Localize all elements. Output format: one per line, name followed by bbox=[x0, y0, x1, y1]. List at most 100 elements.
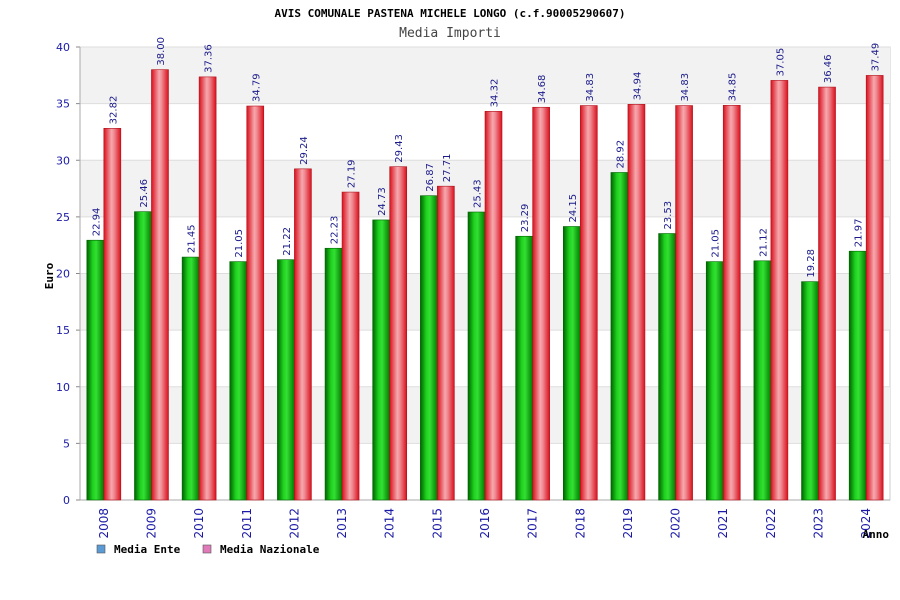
bar-media-nazionale bbox=[627, 104, 646, 501]
x-tick-label: 2022 bbox=[764, 508, 778, 539]
bar-media-ente bbox=[515, 235, 533, 501]
bar-media-ente bbox=[372, 219, 391, 501]
bar-media-ente bbox=[705, 261, 724, 501]
bar-media-nazionale bbox=[294, 168, 312, 501]
data-label: 27.71 bbox=[442, 154, 453, 183]
bar-media-nazionale bbox=[437, 185, 455, 501]
bar-media-nazionale bbox=[198, 76, 217, 501]
legend: Media Ente Media Nazionale bbox=[96, 543, 320, 556]
bar-media-ente bbox=[562, 226, 581, 501]
bar-media-nazionale bbox=[532, 106, 550, 501]
data-label: 34.79 bbox=[251, 73, 262, 102]
x-tick-label: 2018 bbox=[573, 508, 587, 539]
y-tick-label: 0 bbox=[63, 494, 70, 507]
bar-media-ente bbox=[658, 233, 676, 501]
data-label: 37.36 bbox=[204, 44, 215, 73]
bar-media-nazionale bbox=[484, 111, 503, 501]
y-tick-label: 20 bbox=[56, 268, 70, 281]
bar-media-ente bbox=[848, 250, 867, 501]
data-label: 32.82 bbox=[108, 96, 119, 125]
data-label: 34.68 bbox=[537, 75, 548, 104]
x-axis-ticks: 2008 2009 2010 2011 2012 2013 2014 2015 2016 2017… bbox=[97, 508, 873, 539]
x-tick-label: 2012 bbox=[287, 508, 301, 539]
data-label: 21.45 bbox=[187, 224, 198, 253]
bar-media-ente bbox=[86, 239, 105, 501]
bar-media-ente bbox=[467, 211, 486, 501]
bar-media-nazionale bbox=[151, 69, 169, 501]
data-label: 25.46 bbox=[139, 179, 150, 208]
x-tick-label: 2010 bbox=[192, 508, 206, 539]
data-label: 22.94 bbox=[91, 208, 102, 237]
y-tick-label: 15 bbox=[56, 324, 70, 337]
y-tick-label: 30 bbox=[56, 154, 70, 167]
x-tick-label: 2023 bbox=[812, 508, 826, 539]
data-label: 19.28 bbox=[806, 249, 817, 278]
data-label: 23.53 bbox=[663, 201, 674, 230]
bar-media-ente bbox=[134, 211, 152, 501]
x-tick-label: 2016 bbox=[478, 508, 492, 539]
data-label: 21.97 bbox=[854, 219, 865, 248]
bar-media-nazionale bbox=[246, 105, 265, 501]
y-axis-label: Euro bbox=[43, 262, 56, 289]
y-tick-label: 40 bbox=[56, 41, 70, 54]
data-label: 21.12 bbox=[758, 228, 769, 257]
y-tick-label: 35 bbox=[56, 98, 70, 111]
x-tick-label: 2021 bbox=[716, 508, 730, 539]
bar-media-nazionale bbox=[770, 80, 789, 501]
data-label: 24.15 bbox=[568, 194, 579, 223]
x-axis-label: Anno bbox=[863, 528, 890, 541]
bar-media-nazionale bbox=[865, 75, 884, 501]
y-tick-label: 10 bbox=[56, 381, 70, 394]
bar-media-ente bbox=[753, 260, 772, 501]
data-label: 34.83 bbox=[585, 73, 596, 102]
data-label: 26.87 bbox=[425, 163, 436, 192]
data-label: 22.23 bbox=[330, 216, 341, 245]
data-labels: 22.94 32.82 25.46 38.00 21.45 37.36 21.05 34.79… bbox=[91, 37, 881, 278]
data-label: 21.05 bbox=[711, 229, 722, 258]
bar-media-nazionale bbox=[103, 128, 122, 501]
data-label: 25.43 bbox=[473, 179, 484, 208]
data-label: 34.83 bbox=[680, 73, 691, 102]
legend-label: Media Nazionale bbox=[220, 543, 320, 556]
x-tick-label: 2009 bbox=[144, 508, 158, 539]
x-tick-label: 2019 bbox=[621, 508, 635, 539]
legend-label: Media Ente bbox=[114, 543, 181, 556]
legend-swatch bbox=[96, 544, 106, 554]
bar-media-nazionale bbox=[579, 105, 598, 501]
x-tick-label: 2020 bbox=[669, 508, 683, 539]
data-label: 34.85 bbox=[728, 73, 739, 102]
bar-media-nazionale bbox=[818, 86, 836, 501]
bar-media-nazionale bbox=[722, 105, 741, 501]
data-label: 34.94 bbox=[632, 72, 643, 101]
bar-media-nazionale bbox=[389, 166, 408, 501]
x-tick-label: 2011 bbox=[240, 508, 254, 539]
legend-swatch bbox=[202, 544, 212, 554]
bar-media-ente bbox=[610, 172, 629, 501]
chart-subtitle: Media Importi bbox=[399, 26, 501, 41]
y-tick-label: 25 bbox=[56, 211, 70, 224]
x-tick-label: 2008 bbox=[97, 508, 111, 539]
x-tick-label: 2015 bbox=[430, 508, 444, 539]
data-label: 37.49 bbox=[871, 43, 882, 72]
bar-media-ente bbox=[181, 256, 200, 501]
data-label: 24.73 bbox=[377, 187, 388, 216]
data-label: 21.22 bbox=[282, 227, 293, 256]
bar-media-nazionale bbox=[341, 191, 360, 501]
data-label: 21.05 bbox=[234, 229, 245, 258]
data-label: 36.46 bbox=[823, 54, 834, 83]
data-label: 23.29 bbox=[520, 204, 531, 233]
data-label: 27.19 bbox=[347, 159, 358, 188]
data-label: 37.05 bbox=[775, 48, 786, 77]
data-label: 29.24 bbox=[299, 136, 310, 165]
x-tick-label: 2024 bbox=[859, 508, 873, 539]
x-tick-label: 2013 bbox=[335, 508, 349, 539]
x-tick-label: 2017 bbox=[526, 508, 540, 539]
bars bbox=[86, 69, 884, 501]
bar-media-ente bbox=[277, 259, 295, 501]
data-label: 34.32 bbox=[490, 79, 501, 108]
chart-title: AVIS COMUNALE PASTENA MICHELE LONGO (c.f… bbox=[275, 7, 626, 20]
bar-media-nazionale bbox=[675, 105, 693, 501]
data-label: 38.00 bbox=[156, 37, 167, 66]
bar-media-ente bbox=[801, 281, 819, 501]
